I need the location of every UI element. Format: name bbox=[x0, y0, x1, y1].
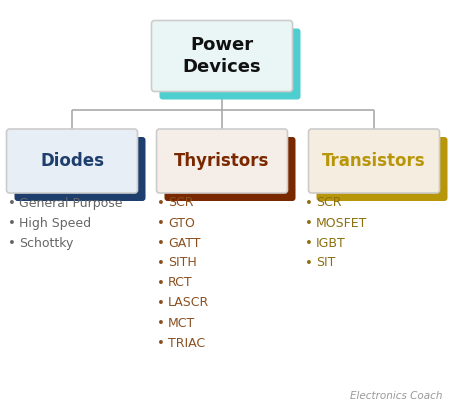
FancyBboxPatch shape bbox=[165, 137, 296, 201]
FancyBboxPatch shape bbox=[14, 137, 145, 201]
FancyBboxPatch shape bbox=[6, 129, 138, 193]
Text: SITH: SITH bbox=[168, 256, 197, 270]
Text: LASCR: LASCR bbox=[168, 296, 209, 309]
Text: Schottky: Schottky bbox=[19, 236, 73, 249]
Text: MOSFET: MOSFET bbox=[316, 217, 367, 229]
Text: High Speed: High Speed bbox=[19, 217, 91, 229]
Text: IGBT: IGBT bbox=[316, 236, 346, 249]
Text: •: • bbox=[305, 196, 313, 210]
Text: Transistors: Transistors bbox=[322, 152, 426, 170]
FancyBboxPatch shape bbox=[309, 129, 440, 193]
Text: •: • bbox=[8, 196, 16, 210]
Text: SCR: SCR bbox=[168, 196, 194, 210]
FancyBboxPatch shape bbox=[316, 137, 447, 201]
Text: •: • bbox=[157, 236, 165, 249]
Text: •: • bbox=[157, 217, 165, 229]
Text: General Purpose: General Purpose bbox=[19, 196, 122, 210]
Text: Diodes: Diodes bbox=[40, 152, 104, 170]
Text: •: • bbox=[157, 296, 165, 309]
Text: MCT: MCT bbox=[168, 316, 195, 330]
Text: •: • bbox=[157, 196, 165, 210]
Text: •: • bbox=[8, 236, 16, 249]
Text: •: • bbox=[305, 236, 313, 249]
Text: •: • bbox=[157, 316, 165, 330]
Text: •: • bbox=[157, 337, 165, 349]
Text: SCR: SCR bbox=[316, 196, 342, 210]
Text: SIT: SIT bbox=[316, 256, 335, 270]
Text: Electronics Coach: Electronics Coach bbox=[351, 391, 443, 401]
FancyBboxPatch shape bbox=[152, 21, 292, 92]
Text: GATT: GATT bbox=[168, 236, 201, 249]
Text: •: • bbox=[305, 217, 313, 229]
FancyBboxPatch shape bbox=[157, 129, 288, 193]
Text: •: • bbox=[157, 256, 165, 270]
Text: Power
Devices: Power Devices bbox=[183, 36, 261, 76]
Text: •: • bbox=[305, 256, 313, 270]
Text: TRIAC: TRIAC bbox=[168, 337, 205, 349]
Text: •: • bbox=[157, 277, 165, 289]
Text: RCT: RCT bbox=[168, 277, 193, 289]
Text: •: • bbox=[8, 217, 16, 229]
Text: Thyristors: Thyristors bbox=[174, 152, 270, 170]
FancyBboxPatch shape bbox=[159, 28, 301, 99]
Text: GTO: GTO bbox=[168, 217, 195, 229]
